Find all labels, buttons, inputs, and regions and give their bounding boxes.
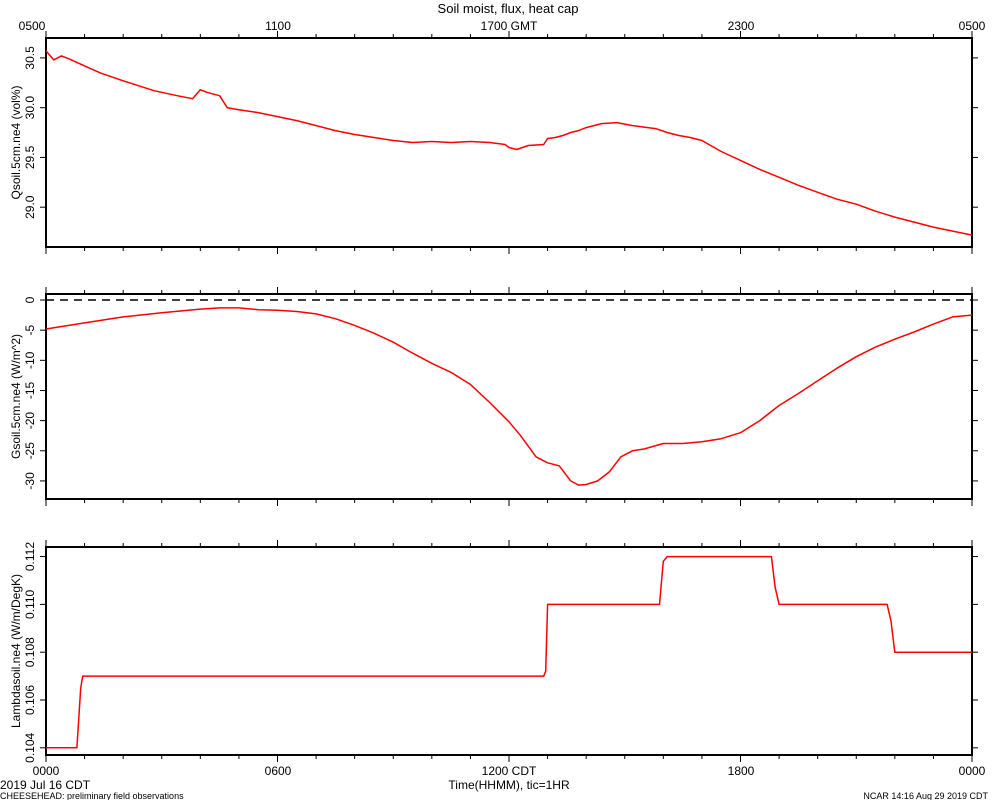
y-tick-label: 29.0 xyxy=(23,195,37,219)
y-tick-label: 30.0 xyxy=(23,96,37,120)
y-tick-label: 0.106 xyxy=(23,685,37,715)
panel-soil-conductivity: 0.104 0.106 0.108 0.110 0.112Lambdasoil.ne4 … xyxy=(9,540,978,763)
bottom-tick-label: 1800 xyxy=(728,764,755,778)
top-tick-label: 2300 xyxy=(728,19,755,33)
y-tick-label: -5 xyxy=(23,325,37,336)
y-tick-label: -10 xyxy=(23,351,37,369)
plot-frame xyxy=(45,546,973,756)
y-tick-label: 0.112 xyxy=(23,542,37,571)
footer-project: CHEESEHEAD: preliminary field observatio… xyxy=(0,791,184,800)
y-tick-label: 30.5 xyxy=(23,46,37,70)
y-tick-label: 0.104 xyxy=(23,732,37,762)
plot-frame xyxy=(45,37,973,248)
bottom-tick-label: 1200 CDT xyxy=(482,764,537,778)
footer-credit: NCAR 14:16 Aug 29 2019 CDT xyxy=(863,791,988,800)
series-line xyxy=(46,555,972,749)
top-tick-label: 0500 xyxy=(19,19,46,33)
y-axis-title: Gsoil.5cm.ne4 (W/m^2) xyxy=(9,334,23,459)
series-line xyxy=(45,50,973,236)
x-axis-title: Time(HHMM), tic=1HR xyxy=(448,778,570,792)
y-tick-label: -20 xyxy=(23,412,37,430)
y-tick-label: -25 xyxy=(23,442,37,460)
y-axis-title: Lambdasoil.ne4 (W/m/DegK) xyxy=(9,574,23,728)
chart-title: Soil moist, flux, heat cap xyxy=(438,1,579,16)
y-tick-label: -15 xyxy=(23,381,37,399)
panel-soil-moisture: 29.0 29.5 30.0 30.5 Qsoil.5cm.ne4 (vol%) xyxy=(9,31,978,254)
footer-date: 2019 Jul 16 CDT xyxy=(0,778,91,792)
top-axis-labels: 0500 1100 1700 GMT 2300 0500 xyxy=(19,19,986,33)
y-tick-label: 0.108 xyxy=(23,637,37,667)
y-axis-title: Qsoil.5cm.ne4 (vol%) xyxy=(9,85,23,199)
bottom-tick-label: 0000 xyxy=(33,764,60,778)
y-tick-label: -30 xyxy=(23,472,37,490)
top-tick-label: 1100 xyxy=(265,19,291,33)
bottom-tick-label: 0000 xyxy=(959,764,986,778)
series-line xyxy=(45,307,973,486)
y-tick-label: 0 xyxy=(23,296,37,303)
top-tick-label: 0500 xyxy=(959,19,986,33)
plot-frame xyxy=(45,293,973,500)
y-tick-label: 29.5 xyxy=(23,145,37,169)
top-tick-label: 1700 GMT xyxy=(481,19,538,33)
y-tick-label: 0.110 xyxy=(23,589,37,618)
bottom-axis-labels: 0000 0600 1200 CDT 1800 0000 xyxy=(33,764,986,778)
bottom-tick-label: 0600 xyxy=(265,764,292,778)
